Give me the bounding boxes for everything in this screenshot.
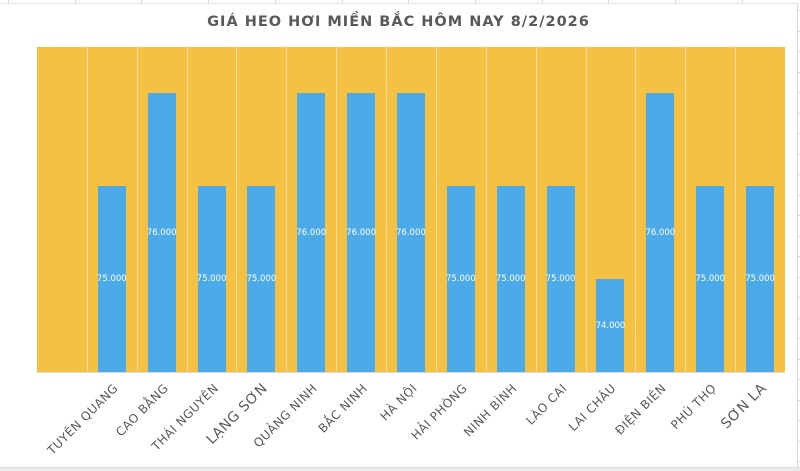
sheet-row-line	[797, 92, 800, 93]
bar-value-label: 76.000	[396, 227, 426, 238]
bar-value-label: 75.000	[545, 274, 576, 285]
sheet-column-line	[608, 0, 609, 4]
sheet-row-line	[797, 10, 800, 11]
bar-value-label: 75.000	[745, 274, 775, 285]
sheet-row-line	[797, 318, 800, 319]
sheet-row-line	[797, 277, 800, 278]
sheet-column-line	[208, 0, 209, 4]
sheet-column-line	[8, 0, 9, 4]
bar[interactable]: 76.000	[645, 93, 676, 372]
sheet-column-line	[75, 0, 76, 4]
x-axis-label: PHÚ THỌ	[668, 381, 720, 433]
bar[interactable]: 74.000	[595, 279, 626, 372]
category-divider	[137, 47, 138, 372]
x-axis-label: TUYÊN QUANG	[44, 381, 121, 458]
sheet-row-line	[797, 154, 800, 155]
sheet-row-line	[797, 379, 800, 380]
x-axis-label: SƠN LA	[718, 380, 771, 433]
sheet-row-line	[797, 400, 800, 401]
category-divider	[536, 47, 537, 372]
bar[interactable]: 75.000	[695, 186, 726, 372]
sheet-row-line	[797, 215, 800, 216]
sheet-row-line	[797, 174, 800, 175]
sheet-row-line	[797, 133, 800, 134]
x-axis-label: BẮC NINH	[315, 381, 371, 436]
sheet-column-line	[141, 0, 142, 4]
sheet-row-line	[797, 236, 800, 237]
bar[interactable]: 75.000	[196, 186, 227, 372]
bar-value-label: 75.000	[695, 274, 726, 285]
sheet-column-line	[742, 0, 743, 4]
sheet-row-line	[797, 72, 800, 73]
bar[interactable]: 75.000	[495, 186, 526, 372]
x-axis-label: HÀ NỘI	[377, 381, 420, 424]
sheet-row-line	[797, 195, 800, 196]
category-divider	[236, 47, 237, 372]
sheet-column-line	[475, 0, 476, 4]
bar[interactable]: 75.000	[545, 186, 576, 372]
sheet-row-line	[797, 113, 800, 114]
sheet-row-line	[797, 420, 800, 421]
x-axis-label: LÀO CAI	[522, 381, 570, 428]
sheet-row-line	[797, 256, 800, 257]
category-divider	[286, 47, 287, 372]
sheet-row-line	[797, 51, 800, 52]
chart-title: GIÁ HEO HƠI MIỀN BẮC HÔM NAY 8/2/2026	[207, 14, 590, 30]
bar[interactable]: 75.000	[445, 186, 476, 372]
bar-value-label: 76.000	[645, 227, 676, 238]
bar[interactable]: 75.000	[96, 186, 127, 372]
bar[interactable]: 76.000	[396, 93, 426, 372]
category-divider	[486, 47, 487, 372]
category-divider	[685, 47, 686, 372]
sheet-row-line	[797, 31, 800, 32]
bar-value-label: 75.000	[495, 274, 526, 285]
bar-value-label: 75.000	[445, 274, 476, 285]
bar-value-label: 75.000	[196, 274, 227, 285]
sheet-column-line	[275, 0, 276, 4]
category-divider	[735, 47, 736, 372]
category-divider	[386, 47, 387, 372]
sheet-row-line	[797, 297, 800, 298]
bar[interactable]: 76.000	[296, 93, 327, 372]
bar-value-label: 76.000	[346, 227, 376, 238]
bar[interactable]: 76.000	[146, 93, 177, 372]
spreadsheet-row-line	[0, 467, 800, 471]
category-divider	[87, 47, 88, 372]
bar[interactable]: 76.000	[346, 93, 376, 372]
plot-area: 75.000 76.000 75.000 75.000 76.000 76.000 76.0…	[37, 47, 785, 373]
x-axis-label: ĐIỆN BIÊN	[612, 381, 670, 438]
category-divider	[635, 47, 636, 372]
sheet-row-line	[797, 461, 800, 462]
category-divider	[336, 47, 337, 372]
bar-value-label: 74.000	[595, 320, 626, 331]
sheet-column-line	[408, 0, 409, 4]
category-divider	[586, 47, 587, 372]
chart-container[interactable]: GIÁ HEO HƠI MIỀN BẮC HÔM NAY 8/2/2026 75…	[0, 3, 798, 468]
sheet-row-line	[797, 338, 800, 339]
sheet-row-line	[797, 441, 800, 442]
sheet-column-line	[542, 0, 543, 4]
bar-value-label: 76.000	[296, 227, 327, 238]
category-divider	[187, 47, 188, 372]
x-axis-label: LAI CHÂU	[566, 381, 620, 435]
bar[interactable]: 75.000	[246, 186, 277, 372]
category-divider	[436, 47, 437, 372]
sheet-column-line	[675, 0, 676, 4]
bar-value-label: 75.000	[96, 274, 127, 285]
bar-value-label: 75.000	[246, 274, 277, 285]
sheet-row-line	[797, 359, 800, 360]
bar[interactable]: 75.000	[745, 186, 775, 372]
bar-value-label: 76.000	[146, 227, 177, 238]
sheet-column-line	[342, 0, 343, 4]
